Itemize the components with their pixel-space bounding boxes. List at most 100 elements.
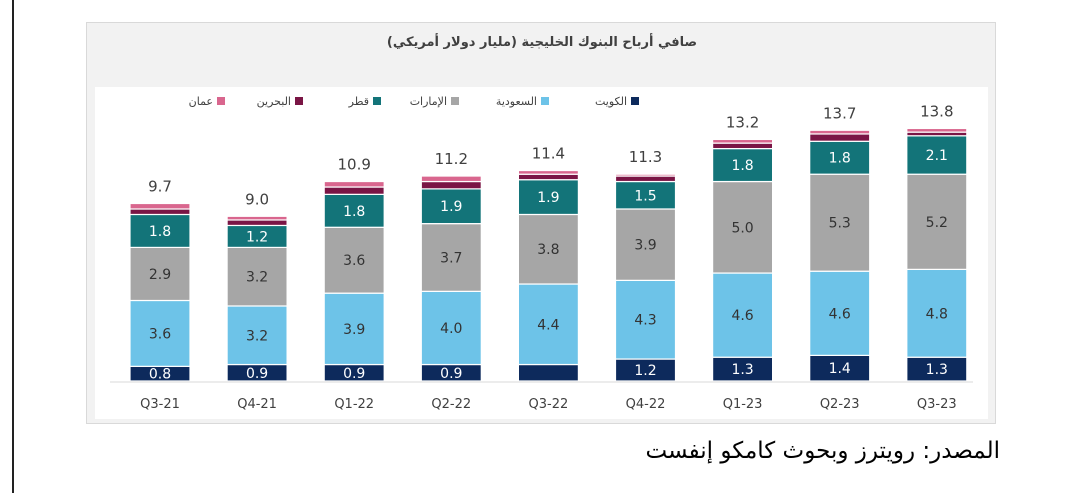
data-label: 1.8 xyxy=(829,151,851,167)
bar-segment xyxy=(809,270,871,356)
data-label: 1.8 xyxy=(343,204,365,220)
bar-segment xyxy=(323,180,385,188)
bar-segment xyxy=(614,173,677,177)
data-label: 3.6 xyxy=(343,253,365,269)
data-label: 3.9 xyxy=(343,322,365,338)
data-label: 3.2 xyxy=(246,328,268,344)
data-label: 0.8 xyxy=(149,367,171,383)
legend-label-0: الكويت xyxy=(595,95,627,108)
plot-area: الكويت السعودية الإمارات قطر البحرين عمان 0.8 3… xyxy=(95,87,988,419)
bar-segment xyxy=(129,299,191,367)
bar-segment xyxy=(420,290,482,366)
bar-segment xyxy=(711,138,774,144)
legend-label-3: قطر xyxy=(348,95,369,108)
bar-segment xyxy=(420,180,482,190)
bar-segment xyxy=(517,179,579,216)
data-label: 1.2 xyxy=(634,363,656,379)
bar-segment xyxy=(420,188,482,225)
total-label: 11.2 xyxy=(435,150,468,168)
x-tick-label: Q1-22 xyxy=(334,397,374,412)
x-tick-label: Q3-23 xyxy=(917,397,957,412)
bar-segment xyxy=(420,175,482,183)
data-label: 4.0 xyxy=(440,321,462,337)
total-label: 11.3 xyxy=(629,148,662,166)
bar-segment xyxy=(517,169,579,175)
data-label: 0.9 xyxy=(343,366,365,382)
data-label: 3.2 xyxy=(246,270,268,286)
legend-label-1: السعودية xyxy=(496,95,537,108)
x-tick-label: Q2-22 xyxy=(431,397,471,412)
total-label: 11.4 xyxy=(532,145,565,163)
x-tick-label: Q1-23 xyxy=(723,397,763,412)
data-label: 4.6 xyxy=(731,308,753,324)
data-label: 1.8 xyxy=(731,158,753,174)
data-label: 4.8 xyxy=(926,306,948,322)
stacked-bar-chart: الكويت السعودية الإمارات قطر البحرين عمان 0.8 3… xyxy=(110,95,973,412)
bar-segment xyxy=(420,223,482,292)
bar-segment xyxy=(809,133,871,142)
data-label: 5.3 xyxy=(829,216,851,232)
x-tick-label: Q3-21 xyxy=(140,397,180,412)
total-label: 13.8 xyxy=(920,102,953,120)
bar-segment xyxy=(906,127,968,133)
data-label: 4.4 xyxy=(537,317,559,333)
bar-segment xyxy=(323,292,385,366)
legend-swatch-5 xyxy=(217,97,225,105)
data-label: 3.9 xyxy=(634,238,656,254)
data-label: 5.0 xyxy=(731,220,753,236)
bar-segment xyxy=(906,268,968,358)
data-label: 4.6 xyxy=(829,306,851,322)
bar-segment xyxy=(323,226,385,294)
bar-segment xyxy=(226,215,288,221)
bar-segment xyxy=(129,202,191,210)
bar-segment xyxy=(809,173,871,272)
x-tick-label: Q3-22 xyxy=(529,397,569,412)
x-tick-label: Q4-22 xyxy=(626,397,666,412)
bar-segment xyxy=(517,173,579,181)
chart-title: صافي أرباح البنوك الخليجية (مليار دولار … xyxy=(386,35,698,50)
bar-segment xyxy=(517,363,579,382)
legend-swatch-2 xyxy=(451,97,459,105)
bar-segment xyxy=(711,142,774,150)
total-label: 9.7 xyxy=(148,177,172,195)
data-label: 1.9 xyxy=(537,190,559,206)
source-note: المصدر: رويترز وبحوث كامكو إنفست xyxy=(645,438,1000,464)
bar-segment xyxy=(129,213,191,249)
data-label: 4.3 xyxy=(634,313,656,329)
data-label: 3.6 xyxy=(149,326,171,342)
bar-segment xyxy=(323,193,385,228)
bar-segment xyxy=(226,246,288,307)
total-label: 13.7 xyxy=(823,104,856,122)
bar-segment xyxy=(226,219,288,227)
bar-segment xyxy=(614,180,677,210)
data-label: 1.9 xyxy=(440,199,462,215)
bar-segment xyxy=(614,279,677,360)
bar-segment xyxy=(323,186,385,195)
bar-segment xyxy=(614,175,677,183)
data-label: 2.1 xyxy=(926,148,948,164)
legend-label-4: البحرين xyxy=(257,95,291,108)
left-border-rule xyxy=(12,0,14,493)
bar-segment xyxy=(809,129,871,135)
x-tick-label: Q2-23 xyxy=(820,397,860,412)
data-label: 3.7 xyxy=(440,250,462,266)
bar-segment xyxy=(517,283,579,366)
data-label: 1.4 xyxy=(829,361,851,377)
legend-label-2: الإمارات xyxy=(410,95,447,108)
legend-label-5: عمان xyxy=(189,95,213,108)
bar-segment xyxy=(809,354,871,382)
data-label: 0.9 xyxy=(246,366,268,382)
data-label: 1.2 xyxy=(246,229,268,245)
bar-segment xyxy=(129,208,191,216)
chart-panel: صافي أرباح البنوك الخليجية (مليار دولار … xyxy=(86,22,996,424)
legend-swatch-4 xyxy=(295,97,303,105)
data-label: 1.3 xyxy=(926,362,948,378)
legend-swatch-3 xyxy=(373,97,381,105)
total-label: 9.0 xyxy=(245,190,269,208)
total-label: 10.9 xyxy=(337,156,370,174)
data-label: 0.9 xyxy=(440,366,462,382)
data-label: 1.3 xyxy=(731,362,753,378)
data-label: 3.8 xyxy=(537,242,559,258)
legend-swatch-0 xyxy=(631,97,639,105)
data-label: 2.9 xyxy=(149,267,171,283)
